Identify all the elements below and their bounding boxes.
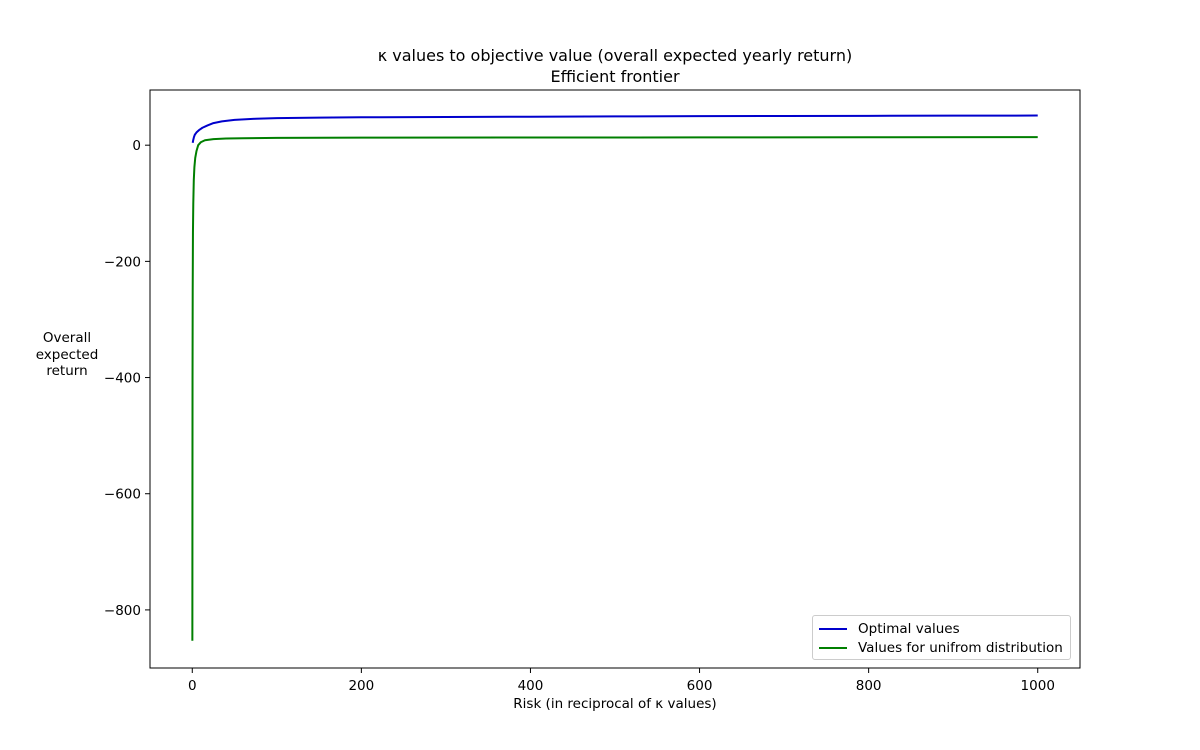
x-tick-label: 400 [518, 678, 544, 694]
x-tick-label: 600 [687, 678, 713, 694]
series-layer [191, 114, 1038, 641]
legend-entry-uniform: Values for unifrom distribution [819, 638, 1064, 657]
y-axis-label: Overall expected return [22, 330, 112, 380]
plot-area-frame [149, 89, 1081, 669]
x-tick-label: 1000 [1021, 678, 1055, 694]
legend-swatch-uniform [819, 646, 847, 649]
x-axis-ticks: 0 200 400 600 800 1000 [188, 668, 1055, 694]
legend-label-uniform: Values for unifrom distribution [858, 639, 1063, 656]
chart-subtitle: Efficient frontier [550, 67, 680, 86]
y-axis-ticks: 0 −200 −400 −600 −800 [104, 138, 150, 619]
series-line-optimal [191, 114, 1038, 144]
legend-label-optimal: Optimal values [858, 620, 960, 637]
legend: Optimal values Values for unifrom distri… [812, 615, 1071, 660]
y-tick-label: −600 [104, 487, 141, 503]
x-tick-label: 800 [856, 678, 882, 694]
x-axis-label: Risk (in reciprocal of κ values) [513, 696, 716, 712]
legend-swatch-optimal [819, 627, 847, 630]
x-tick-label: 0 [188, 678, 197, 694]
y-tick-label: −200 [104, 254, 141, 270]
y-axis-label-line-3: return [46, 363, 88, 379]
chart-title: κ values to objective value (overall exp… [377, 46, 853, 65]
y-axis-label-line-1: Overall [42, 330, 92, 346]
y-axis-label-line-2: expected [35, 346, 99, 363]
legend-entry-optimal: Optimal values [819, 619, 1064, 638]
y-tick-label: 0 [132, 138, 141, 154]
y-tick-label: −400 [104, 371, 141, 387]
y-tick-label: −800 [104, 603, 141, 619]
x-tick-label: 200 [348, 678, 374, 694]
series-line-uniform [191, 136, 1038, 641]
